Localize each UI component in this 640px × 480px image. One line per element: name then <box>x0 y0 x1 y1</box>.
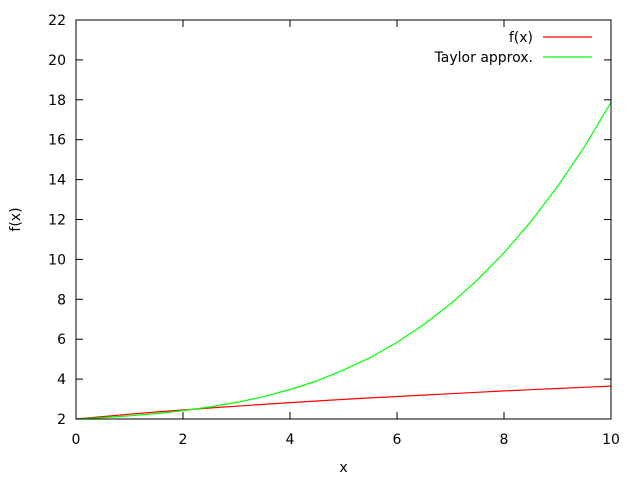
y-tick-label: 8 <box>57 292 66 308</box>
x-axis-label: x <box>339 460 347 476</box>
series-layer <box>75 102 612 420</box>
legend-label-1: f(x) <box>509 30 533 46</box>
series-line-2 <box>75 102 612 420</box>
y-tick-label: 4 <box>57 372 66 388</box>
y-tick-label: 10 <box>48 252 66 268</box>
y-tick-label: 18 <box>48 93 66 109</box>
y-tick-label: 16 <box>48 133 66 149</box>
y-tick-label: 20 <box>48 53 66 69</box>
x-tick-label: 8 <box>500 432 509 448</box>
x-tick-label: 2 <box>179 432 188 448</box>
y-tick-label: 22 <box>48 13 66 29</box>
x-tick-label: 0 <box>72 432 81 448</box>
series-line-1 <box>75 385 612 420</box>
x-tick-label: 10 <box>602 432 620 448</box>
x-tick-label: 6 <box>393 432 402 448</box>
y-tick-label: 2 <box>57 412 66 428</box>
y-tick-label: 12 <box>48 213 66 229</box>
y-axis-label: f(x) <box>8 207 24 231</box>
y-tick-label: 14 <box>48 173 66 189</box>
plot-area-border <box>75 19 612 420</box>
legend-label-2: Taylor approx. <box>434 50 533 66</box>
x-tick-label: 4 <box>286 432 295 448</box>
y-tick-label: 6 <box>57 332 66 348</box>
legend: f(x) Taylor approx. <box>434 30 592 66</box>
